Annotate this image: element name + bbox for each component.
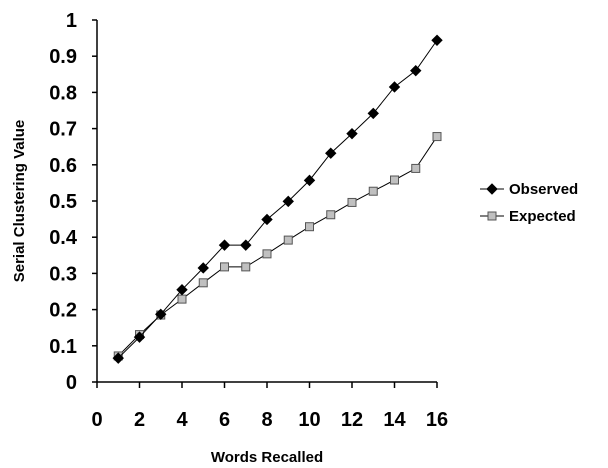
legend: Observed Expected [480,181,578,225]
y-tick-label: 0.5 [49,191,77,213]
expected-point [432,132,442,142]
y-tick-label: 0.4 [49,227,78,249]
legend-item-expected: Expected [480,208,576,225]
x-tick-label: 10 [298,409,320,431]
x-tick-label: 16 [426,409,448,431]
y-ticks: 0 0.1 0.2 0.3 0.4 0.5 0.6 0.7 0.8 0.9 1 [49,10,97,394]
observed-point [240,239,252,251]
observed-line [117,39,438,359]
observed-point [410,64,422,77]
y-tick-label: 0.1 [49,336,77,358]
y-tick-label: 0.9 [49,46,77,68]
observed-point [155,308,167,321]
expected-point [347,197,357,207]
y-tick-label: 0 [66,372,77,394]
expected-point [177,294,187,304]
y-tick-label: 0.6 [49,155,77,177]
observed-point [261,213,273,226]
observed-point [325,147,337,159]
y-tick-label: 1 [66,10,77,32]
x-tick-label: 2 [134,409,145,431]
observed-point [197,262,209,274]
x-axis-title: Words Recalled [211,449,323,466]
expected-point [411,163,421,173]
y-axis-title: Serial Clustering Value [11,120,28,283]
expected-point [283,235,293,245]
expected-point [390,175,399,185]
legend-marker-observed [486,183,498,195]
expected-point [326,210,336,220]
x-tick-label: 6 [219,409,230,431]
expected-point [241,262,251,272]
observed-point [176,283,188,296]
series-layer [112,34,443,364]
observed-point [218,239,231,251]
legend-label-observed: Observed [509,181,578,198]
expected-line [117,136,438,357]
observed-point [367,107,379,120]
expected-point [262,249,272,259]
y-tick-label: 0.8 [49,82,77,104]
x-tick-label: 8 [261,409,272,431]
legend-item-observed: Observed [480,181,578,198]
observed-point [388,81,401,93]
y-tick-label: 0.3 [49,263,77,285]
legend-marker-expected [487,211,497,221]
observed-point [431,34,443,46]
x-tick-label: 4 [176,409,188,431]
observed-point [282,195,294,208]
observed-point [346,127,358,140]
expected-series [113,132,442,361]
y-tick-label: 0.7 [49,119,77,141]
observed-point [133,331,146,343]
x-ticks: 0 2 4 6 8 10 12 14 16 [91,382,448,431]
expected-point [305,222,314,232]
legend-label-expected: Expected [509,208,576,225]
y-tick-label: 0.2 [49,300,77,322]
expected-point [198,278,208,288]
expected-point [220,262,229,272]
observed-series [112,34,443,364]
x-tick-label: 12 [341,409,363,431]
expected-point [368,186,378,196]
observed-point [112,352,124,364]
x-tick-label: 14 [383,409,406,431]
observed-point [303,174,316,187]
x-tick-label: 0 [91,409,102,431]
